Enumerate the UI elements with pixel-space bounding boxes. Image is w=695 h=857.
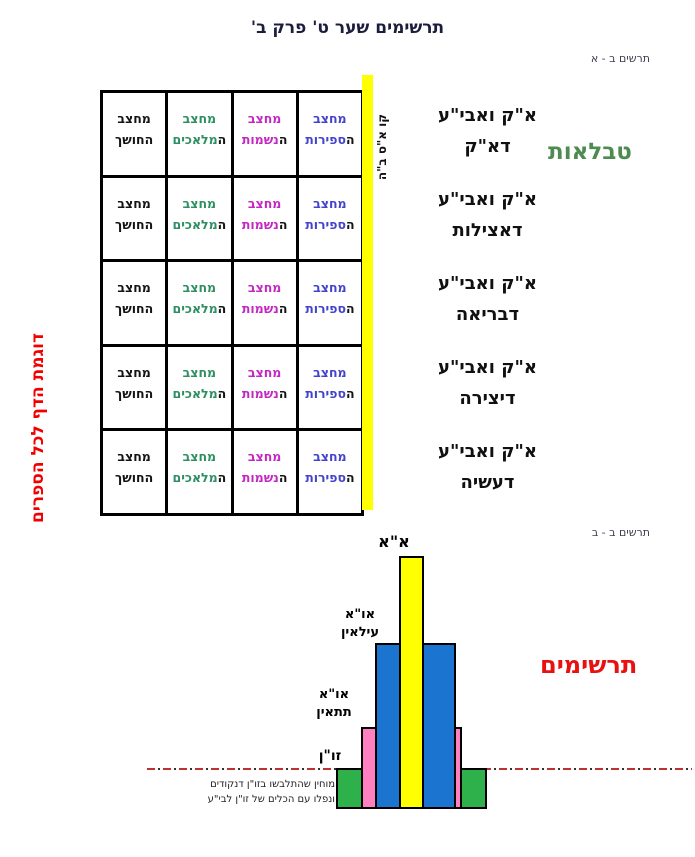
table-cell-sefirot: מחצב הספירות [298,431,361,513]
table-cell-malachim: מחצב המלאכים [168,177,231,260]
table-cell-neshamot: מחצב הנשמות [233,431,296,513]
world-label-ak: א"ק ואבי"ע דא"ק [438,105,537,157]
cell-word1: מחצב [247,280,282,296]
cell-word1: מחצב [117,111,151,126]
world-label-asiyah: א"ק ואבי"ע דעשיה [438,441,537,493]
table-cell-choshech: מחצב החושך [103,177,166,260]
cell-word2: הנשמות [241,470,288,486]
table-cell-sefirot: מחצב הספירות [298,346,361,429]
cell-word1: מחצב [313,364,347,380]
zon-label: זו"ן [318,748,342,764]
cell-word2: הספירות [305,132,355,147]
cell-word1: מחצב [313,111,347,126]
table-cell-sefirot: מחצב הספירות [298,262,361,344]
cell-word2: המלאכים [172,301,227,317]
cell-word1: מחצב [182,111,217,126]
table-cell-malachim: מחצב המלאכים [168,262,231,344]
page-title: תרשימים שער ט' פרק ב' [250,18,445,38]
cell-word2: המלאכים [172,216,227,232]
cell-word1: מחצב [313,195,347,211]
abba-imma-ilain-label: או"א עילאין [340,607,380,640]
tower-caption: מוחין שהתלבשו בזו"ן דנקודים ונפלו עם הכל… [207,779,335,805]
table-cell-neshamot: מחצב הנשמות [233,262,296,344]
world-label-atzilut: א"ק ואבי"ע דאצילות [438,189,537,241]
cell-word2: הספירות [305,385,355,401]
kav-line-bar [362,75,373,510]
table-cell-malachim: מחצב המלאכים [168,93,231,175]
cell-word2: הספירות [305,301,355,317]
cell-word2: הנשמות [241,132,288,147]
cell-word1: מחצב [247,195,282,211]
cell-word1: מחצב [247,364,282,380]
diagrams-section-label: תרשימים [540,650,638,679]
cell-word2: החושך [115,385,154,401]
cell-word1: מחצב [182,364,217,380]
tables-section-label: טבלאות [548,138,632,165]
table-cell-choshech: מחצב החושך [103,93,166,175]
machtzav-table: מחצב החושך מחצב המלאכים מחצב הנשמות מחצב הספ… [100,90,364,516]
cell-word1: מחצב [182,195,217,211]
cell-word1: מחצב [117,280,151,296]
cell-word2: הספירות [305,216,355,232]
cell-word2: החושך [115,301,154,317]
world-label-yetzirah: א"ק ואבי"ע דיצירה [438,357,537,409]
table-cell-neshamot: מחצב הנשמות [233,177,296,260]
cell-word1: מחצב [182,449,217,465]
diagram-a-caption: תרשים ב - א [590,52,650,65]
cell-word1: מחצב [117,449,151,465]
abba-imma-tatain-label: או"א תתאין [316,687,352,720]
table-cell-sefirot: מחצב הספירות [298,93,361,175]
cell-word2: החושך [115,216,154,232]
table-row: מחצב החושך מחצב המלאכים מחצב הנשמות מחצב הספ… [103,346,361,429]
cell-word1: מחצב [247,449,282,465]
cell-word1: מחצב [313,449,347,465]
cell-word2: הנשמות [241,301,288,317]
table-cell-choshech: מחצב החושך [103,431,166,513]
cell-word2: החושך [115,470,154,486]
table-cell-malachim: מחצב המלאכים [168,431,231,513]
cell-word1: מחצב [182,280,217,296]
cell-word2: החושך [115,132,154,147]
table-row: מחצב החושך מחצב המלאכים מחצב הנשמות מחצב הספ… [103,177,361,260]
diagram-b-caption: תרשים ב - ב [591,526,650,539]
world-label-beriah: א"ק ואבי"ע דבריאה [438,273,537,325]
table-row: מחצב החושך מחצב המלאכים מחצב הנשמות מחצב הספ… [103,262,361,344]
cell-word1: מחצב [117,364,151,380]
cell-word2: הנשמות [241,385,288,401]
table-cell-neshamot: מחצב הנשמות [233,346,296,429]
cell-word2: המלאכים [172,132,227,147]
table-row: מחצב החושך מחצב המלאכים מחצב הנשמות מחצב הספ… [103,431,361,513]
table-cell-malachim: מחצב המלאכים [168,346,231,429]
cell-word2: הנשמות [241,216,288,232]
table-cell-choshech: מחצב החושך [103,262,166,344]
cell-word1: מחצב [247,111,282,126]
table-cell-choshech: מחצב החושך [103,346,166,429]
cell-word1: מחצב [313,280,347,296]
cell-word1: מחצב [117,195,151,211]
table-row: מחצב החושך מחצב המלאכים מחצב הנשמות מחצב הספ… [103,93,361,175]
cell-word2: המלאכים [172,385,227,401]
cell-word2: המלאכים [172,470,227,486]
tower-yellow-bar [399,556,424,809]
arich-anpin-label: א"א [378,532,410,551]
table-cell-neshamot: מחצב הנשמות [233,93,296,175]
kav-label: קו א"ס ב"ה [375,113,389,181]
cell-word2: הספירות [305,470,355,486]
page-sample-note: דוגמת הדף לכל הספרים [28,333,48,523]
table-cell-sefirot: מחצב הספירות [298,177,361,260]
